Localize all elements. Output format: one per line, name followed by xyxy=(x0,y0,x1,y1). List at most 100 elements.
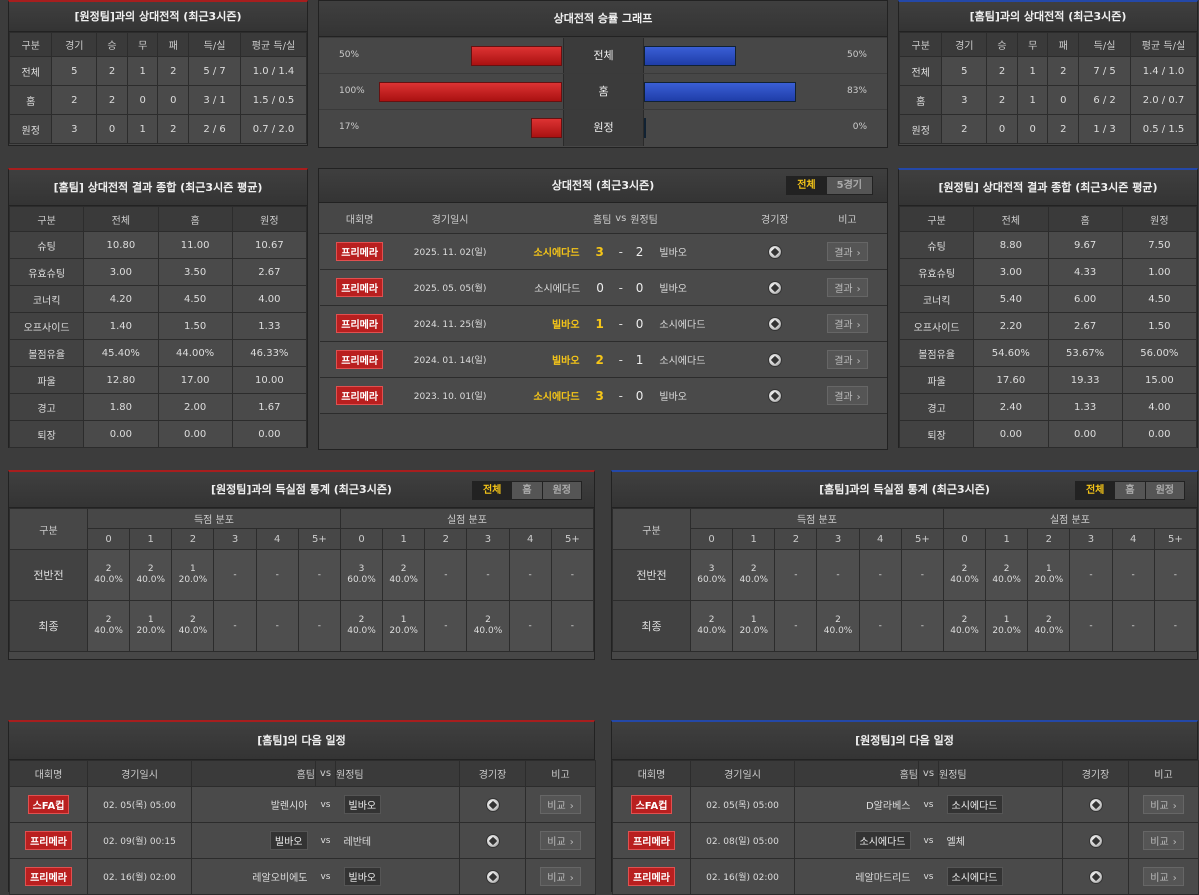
stat-percent: 40.0% xyxy=(1034,626,1064,636)
stat-cell: - xyxy=(900,600,944,652)
home-team-name: 소시에다드 xyxy=(533,392,580,403)
table-cell: 9.67 xyxy=(1047,231,1123,259)
table-row: 전반전 3 60.0% 2 40.0% - - - -2 40.0% 2 40.0% 1 20.0% - - - xyxy=(612,549,1198,601)
graph-left-pct: 100% xyxy=(339,86,365,96)
stat-count: - xyxy=(275,620,279,631)
stat-cell: 2 40.0% xyxy=(339,600,384,652)
graph-left-pct: 17% xyxy=(339,122,360,132)
compare-button-label: 비교 xyxy=(547,801,566,812)
scored-header: 득점 분포 xyxy=(690,508,944,529)
competition-cell: 프리메라 xyxy=(9,822,88,859)
goals-away-toggle-away[interactable]: 원정 xyxy=(541,482,581,499)
goal-count-header: 2 xyxy=(171,528,215,550)
stat-cell: 2 40.0% xyxy=(86,600,131,652)
column-header: 구분 xyxy=(898,32,943,57)
header-row: 구분 전체 홈 원정 xyxy=(898,206,1198,232)
compare-button[interactable]: 비교 › xyxy=(1143,831,1184,850)
table-row: 최종 2 40.0% 1 20.0% 2 40.0% - - -2 40.0% 1 20.0% -2 40.… xyxy=(9,600,595,652)
goals-away-toggle-home[interactable]: 홈 xyxy=(511,482,542,499)
goals-home-toggle-away[interactable]: 원정 xyxy=(1144,482,1184,499)
goal-count-header: 4 xyxy=(858,528,902,550)
row-label: 오프사이드 xyxy=(8,312,85,340)
goals-away-toggle-all[interactable]: 전체 xyxy=(472,482,512,499)
table-cell: 4.33 xyxy=(1047,258,1123,286)
table-cell: 2 xyxy=(986,85,1018,115)
stat-count: 2 xyxy=(961,615,968,625)
compare-button[interactable]: 비교 › xyxy=(1143,795,1184,814)
stat-count: - xyxy=(570,569,574,580)
competition-cell: 프리메라 xyxy=(9,858,88,895)
venue-cell xyxy=(1062,786,1129,823)
goals-home-toggle-home[interactable]: 홈 xyxy=(1114,482,1145,499)
row-label: 슈팅 xyxy=(8,231,85,259)
chevron-right-icon: › xyxy=(569,873,574,884)
home-score: 2 xyxy=(595,353,604,367)
stat-cell: - xyxy=(1111,549,1155,601)
compare-button[interactable]: 비교 › xyxy=(1143,867,1184,886)
recent-toggle-all[interactable]: 전체 xyxy=(787,177,826,194)
column-header: 평균 득/실 xyxy=(239,32,308,57)
home-team-cell: 소시에다드 3 xyxy=(500,377,612,414)
table-row: 볼점유율 54.60% 53.67% 56.00% xyxy=(898,339,1198,367)
graph-row-label: 전체 xyxy=(563,38,644,74)
compare-button[interactable]: 비교 › xyxy=(540,867,581,886)
header-row: 구분 득점 분포 실점 분포 xyxy=(612,508,1198,550)
goals-away-title: [원정팀]과의 득실점 통계 (최근3시즌) 전체 홈 원정 xyxy=(9,472,594,508)
result-button[interactable]: 결과 › xyxy=(827,314,868,333)
schedule-row: 프리메라 02. 08(일) 05:00 소시에다드 vs 엘체 비교 › xyxy=(612,822,1199,859)
table-cell: 3.00 xyxy=(83,258,159,286)
table-cell: 4.50 xyxy=(1121,285,1198,313)
stat-count: - xyxy=(1173,620,1177,631)
stat-count: 1 xyxy=(1045,564,1052,574)
stadium-icon xyxy=(767,244,782,259)
row-label: 볼점유율 xyxy=(898,339,975,367)
column-header: 승 xyxy=(986,32,1018,57)
goals-home-toggle-all[interactable]: 전체 xyxy=(1075,482,1115,499)
next-away-panel: [원정팀]의 다음 일정 대회명 경기일시 홈팀 vs 원정팀 경기장 비고 스FA컵 02. … xyxy=(611,720,1199,895)
compare-button-label: 비교 xyxy=(1150,873,1169,884)
table-cell: 4.20 xyxy=(83,285,159,313)
stat-cell: - xyxy=(816,549,860,601)
score-dash: - xyxy=(611,341,630,378)
goal-count-header: 1 xyxy=(985,528,1029,550)
result-button[interactable]: 결과 › xyxy=(827,386,868,405)
row-label: 퇴장 xyxy=(898,420,975,448)
compare-button[interactable]: 비교 › xyxy=(540,831,581,850)
stat-cell: - xyxy=(424,549,468,601)
goal-count-header: 4 xyxy=(508,528,552,550)
goal-count-header: 0 xyxy=(86,528,131,550)
stat-cell: - xyxy=(858,549,902,601)
away-team-cell: 소시에다드 xyxy=(938,858,1063,895)
table-cell: 2 xyxy=(96,85,128,115)
stadium-icon xyxy=(767,280,782,295)
table-row: 전반전 2 40.0% 2 40.0% 1 20.0% - - -3 60.0% 2 40.0% - - - - xyxy=(9,549,595,601)
result-button[interactable]: 결과 › xyxy=(827,350,868,369)
table-cell: 1.0 / 1.4 xyxy=(239,56,308,86)
chevron-right-icon: › xyxy=(856,284,861,295)
stat-count: 2 xyxy=(400,564,407,574)
home-team-name: 레알마드리드 xyxy=(855,873,911,884)
compare-button[interactable]: 비교 › xyxy=(540,795,581,814)
table-row: 파울 12.80 17.00 10.00 xyxy=(8,366,308,394)
stat-percent: 40.0% xyxy=(136,575,166,585)
stat-count: - xyxy=(570,620,574,631)
table-cell: 3 xyxy=(51,114,98,144)
stat-cell: 1 20.0% xyxy=(1027,549,1071,601)
goal-count-header: 5+ xyxy=(550,528,595,550)
home-team-cell: D알라베스 xyxy=(794,786,919,823)
stat-count: - xyxy=(1131,620,1135,631)
away-team-cell: 0 빌바오 xyxy=(629,269,742,306)
venue-cell xyxy=(741,269,809,306)
home-team-name: 소시에다드 xyxy=(854,831,911,850)
table-cell: 17.00 xyxy=(157,366,233,394)
table-row: 경고 1.80 2.00 1.67 xyxy=(8,393,308,421)
compare-button-label: 비교 xyxy=(547,837,566,848)
recent-toggle-5games[interactable]: 5경기 xyxy=(825,177,872,194)
table-row: 코너킥 4.20 4.50 4.00 xyxy=(8,285,308,313)
stat-count: 2 xyxy=(835,615,841,625)
result-button[interactable]: 결과 › xyxy=(827,242,868,261)
stat-cell: 2 40.0% xyxy=(732,549,776,601)
result-button[interactable]: 결과 › xyxy=(827,278,868,297)
table-cell: 2 / 6 xyxy=(188,114,241,144)
chevron-right-icon: › xyxy=(569,837,574,848)
